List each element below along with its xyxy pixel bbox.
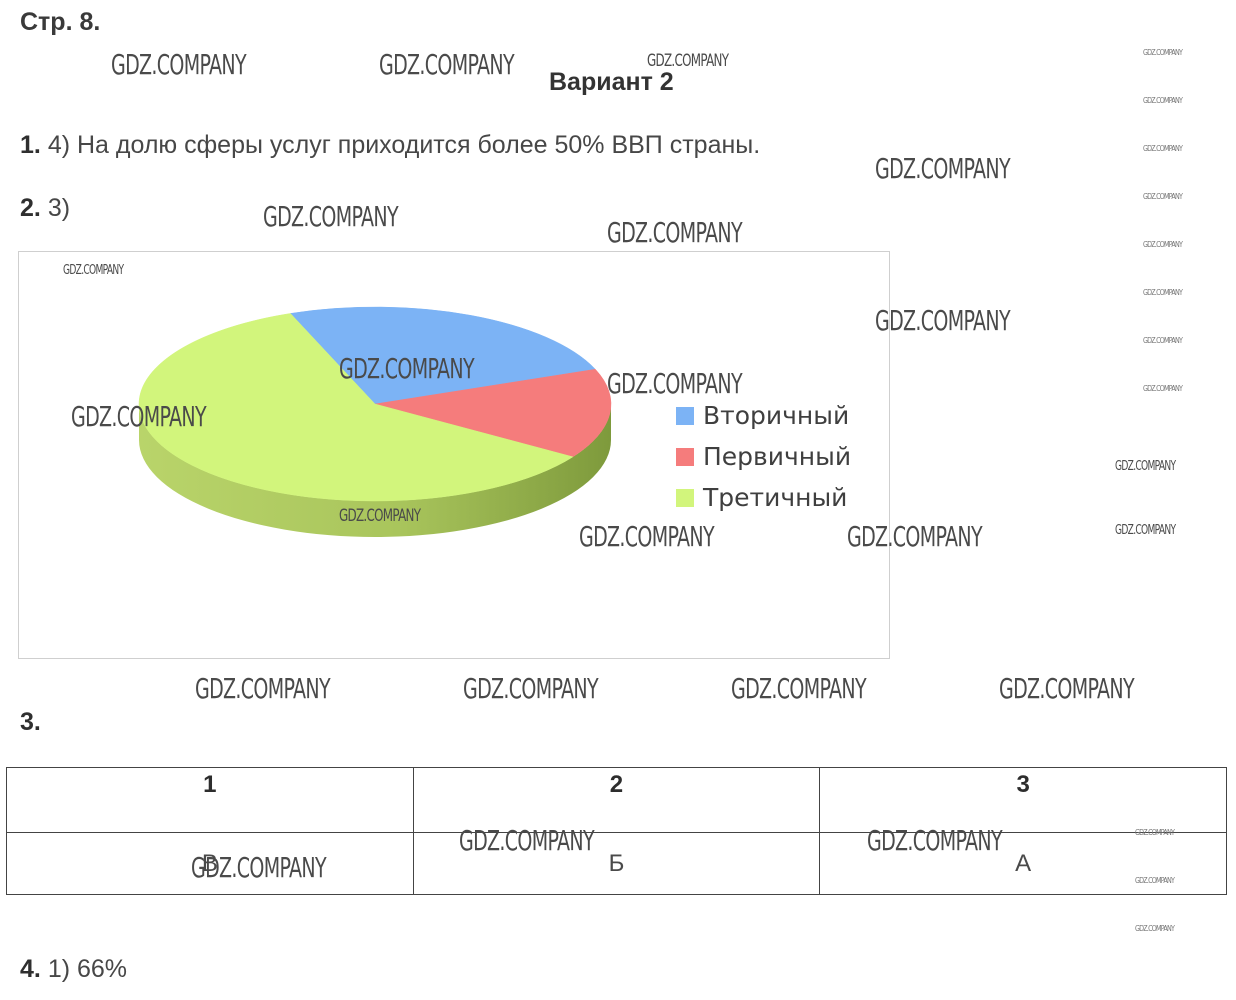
watermark: GDZ.COMPANY xyxy=(875,152,1011,185)
table-row: В Б А xyxy=(6,832,1227,895)
watermark: GDZ.COMPANY xyxy=(263,200,399,233)
pie-chart: Вторичный Первичный Третичный xyxy=(18,251,890,659)
watermark: GDZ.COMPANY xyxy=(607,367,743,400)
watermark: GDZ.COMPANY xyxy=(875,304,1011,337)
legend-swatch xyxy=(676,407,694,425)
watermark: GDZ.COMPANY xyxy=(195,672,331,705)
watermark: GDZ.COMPANY xyxy=(1143,48,1183,57)
watermark: GDZ.COMPANY xyxy=(71,400,207,433)
watermark: GDZ.COMPANY xyxy=(1135,924,1175,933)
watermark: GDZ.COMPANY xyxy=(1135,876,1175,885)
pie-chart-canvas: Вторичный Первичный Третичный xyxy=(138,306,851,537)
watermark: GDZ.COMPANY xyxy=(607,216,743,249)
watermark: GDZ.COMPANY xyxy=(731,672,867,705)
watermark: GDZ.COMPANY xyxy=(111,48,247,81)
watermark: GDZ.COMPANY xyxy=(459,824,595,857)
pie-slice xyxy=(289,306,596,405)
legend-swatch xyxy=(676,489,694,507)
pie-slice xyxy=(138,313,574,502)
watermark: GDZ.COMPANY xyxy=(1143,192,1183,201)
item-text: 4) На долю сферы услуг приходится более … xyxy=(47,131,761,159)
watermark: GDZ.COMPANY xyxy=(191,851,327,884)
table-cell: В xyxy=(6,832,414,895)
item-text: 3) xyxy=(47,194,71,222)
item-number: 4. xyxy=(20,955,41,983)
answer-table: 1 2 3 В Б А xyxy=(6,767,1227,895)
answer-item-2: 2. 3) xyxy=(20,194,70,223)
watermark: GDZ.COMPANY xyxy=(1135,828,1175,837)
watermark: GDZ.COMPANY xyxy=(463,672,599,705)
watermark: GDZ.COMPANY xyxy=(1143,144,1183,153)
answer-item-3: 3. xyxy=(20,708,41,737)
variant-title: Вариант 2 xyxy=(549,68,674,96)
table-header-cell: 1 xyxy=(6,767,414,833)
page-title: Стр. 8. xyxy=(20,8,101,36)
watermark: GDZ.COMPANY xyxy=(1143,240,1183,249)
answer-item-1: 1. 4) На долю сферы услуг приходится бол… xyxy=(20,131,760,160)
pie-slice xyxy=(374,368,612,458)
pie-side-wall xyxy=(139,404,611,537)
legend-label: Третичный xyxy=(702,483,847,512)
table-header-cell: 3 xyxy=(819,767,1227,833)
item-text: 1) 66% xyxy=(47,955,128,983)
table-cell: Б xyxy=(412,832,821,895)
watermark: GDZ.COMPANY xyxy=(379,48,515,81)
legend-label: Первичный xyxy=(703,442,851,471)
watermark: GDZ.COMPANY xyxy=(999,672,1135,705)
watermark: GDZ.COMPANY xyxy=(847,520,983,553)
watermark: GDZ.COMPANY xyxy=(339,506,421,526)
watermark: GDZ.COMPANY xyxy=(1115,459,1176,474)
table-header-row: 1 2 3 xyxy=(6,767,1227,833)
item-number: 3. xyxy=(20,708,41,736)
watermark: GDZ.COMPANY xyxy=(63,263,124,278)
watermark: GDZ.COMPANY xyxy=(579,520,715,553)
item-number: 2. xyxy=(20,194,41,222)
watermark: GDZ.COMPANY xyxy=(1143,384,1183,393)
legend-swatch xyxy=(676,448,694,466)
watermark: GDZ.COMPANY xyxy=(867,824,1003,857)
answer-item-4: 4. 1) 66% xyxy=(20,955,127,984)
table-cell: А xyxy=(819,832,1227,895)
watermark: GDZ.COMPANY xyxy=(1115,523,1176,538)
legend-label: Вторичный xyxy=(703,401,849,430)
watermark: GDZ.COMPANY xyxy=(339,352,475,385)
watermark: GDZ.COMPANY xyxy=(1143,288,1183,297)
watermark: GDZ.COMPANY xyxy=(1143,96,1183,105)
watermark: GDZ.COMPANY xyxy=(1143,336,1183,345)
table-header-cell: 2 xyxy=(412,767,821,833)
item-number: 1. xyxy=(20,131,41,159)
watermark: GDZ.COMPANY xyxy=(647,51,729,71)
